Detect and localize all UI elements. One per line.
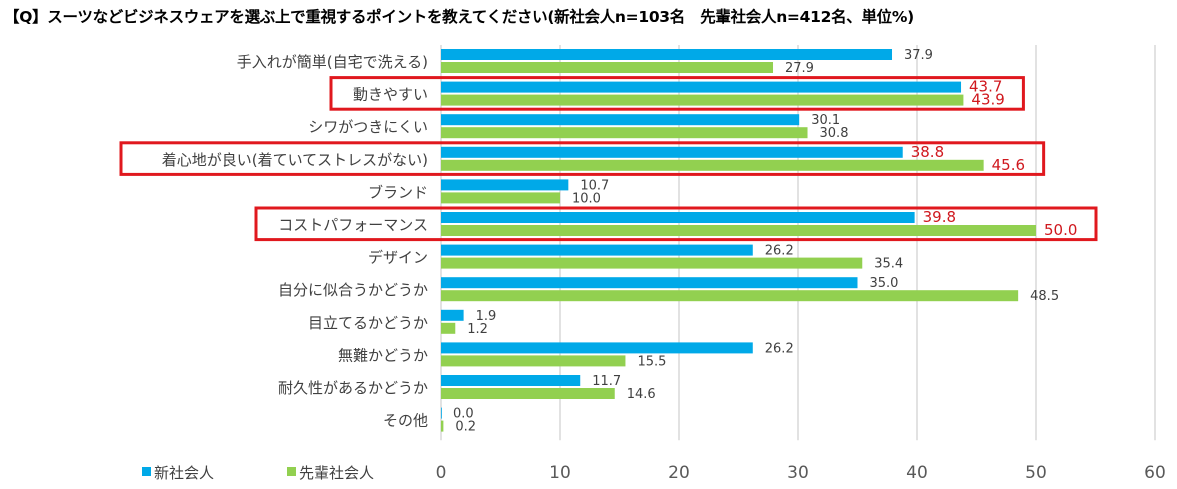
category-label: 目立てるかどうか [308,314,428,332]
bar-series2 [441,257,863,269]
category-label: 着心地が良い(着ていてストレスがない) [162,151,428,169]
category-label: 無難かどうか [338,346,428,364]
bar-series2 [441,127,808,139]
data-label: 26.2 [765,341,794,356]
bar-series2 [441,94,964,106]
category-label: 手入れが簡単(自宅で洗える) [237,53,428,71]
data-label: 10.7 [580,178,609,193]
data-label: 15.5 [637,354,666,369]
data-label: 37.9 [904,48,933,63]
x-tick-label: 10 [549,463,571,483]
category-label: 耐久性があるかどうか [278,379,428,397]
bar-series1 [441,407,442,419]
category-label: その他 [383,412,428,430]
data-label: 27.9 [785,61,814,76]
data-label: 0.0 [453,407,474,422]
data-label: 50.0 [1044,221,1077,239]
x-tick-label: 60 [1144,463,1166,483]
bar-series1 [441,375,581,386]
value-labels: 37.9 27.9 43.743.9 30.130.8 38.8 45.6 10.710.0… [453,48,1077,435]
bar-series2 [441,420,444,432]
bar-series1 [441,342,753,354]
bar-series1 [441,244,753,256]
gridlines [440,45,1156,441]
x-tick-label: 50 [1025,463,1047,483]
bar-series2 [441,192,560,204]
x-tick-label: 20 [668,463,690,483]
highlight-box [329,76,1025,111]
legend-label-series2: 先輩社会人 [299,464,374,482]
bar-series2 [441,290,1019,302]
chart-title: 【Q】スーツなどビジネスウェアを選ぶ上で重視するポイントを教えてください(新社会… [4,8,914,26]
category-label: 自分に似合うかどうか [278,281,428,299]
bar-series2 [441,355,626,367]
bar-series2 [441,322,456,334]
bar-series1 [441,81,962,93]
bar-series1 [441,49,893,60]
legend: 新社会人 先輩社会人 [142,464,374,482]
x-tick-label: 0 [436,463,447,483]
highlight-box [119,141,1046,176]
data-label: 10.0 [572,191,601,206]
data-label: 26.2 [765,244,794,259]
bar-series2 [441,225,1036,236]
data-label: 11.7 [592,374,621,389]
legend-swatch-series2 [287,467,296,476]
data-label: 43.9 [971,91,1004,109]
x-tick-label: 40 [906,463,928,483]
data-label: 38.8 [911,143,944,161]
category-label: デザイン [368,249,428,267]
category-label: 動きやすい [353,86,428,104]
data-label: 0.2 [455,420,476,435]
highlight-boxes [119,76,1098,242]
category-labels: 手入れが簡単(自宅で洗える) 動きやすいシワがつきにくい着心地が良い(着ていてスト… [162,53,428,430]
data-label: 1.9 [476,309,497,324]
legend-swatch-series1 [142,467,151,476]
data-label: 30.8 [820,126,849,141]
data-label: 30.1 [811,113,840,128]
bar-series2 [441,159,984,171]
bar-series2 [441,388,615,399]
bars [441,49,1036,432]
data-label: 48.5 [1030,289,1059,304]
highlight-box [254,206,1098,242]
bar-series1 [441,179,569,191]
x-axis-ticks: 0 10 20 30 40 50 60 [436,463,1166,483]
bar-series1 [441,309,464,321]
category-label: シワがつきにくい [308,118,428,136]
data-label: 45.6 [992,156,1025,174]
legend-label-series1: 新社会人 [154,464,214,482]
data-label: 43.7 [969,78,1002,96]
data-label: 35.0 [870,276,899,291]
x-tick-label: 30 [787,463,809,483]
category-label: コストパフォーマンス [278,216,428,234]
bar-series2 [441,62,774,73]
data-label: 1.2 [467,322,488,337]
data-label: 14.6 [627,387,656,402]
data-label: 35.4 [874,257,903,272]
bar-series1 [441,146,903,158]
bar-series1 [441,277,858,289]
category-label: ブランド [368,183,428,201]
bar-series1 [441,212,915,223]
data-label: 39.8 [923,208,956,226]
bar-series1 [441,114,800,126]
